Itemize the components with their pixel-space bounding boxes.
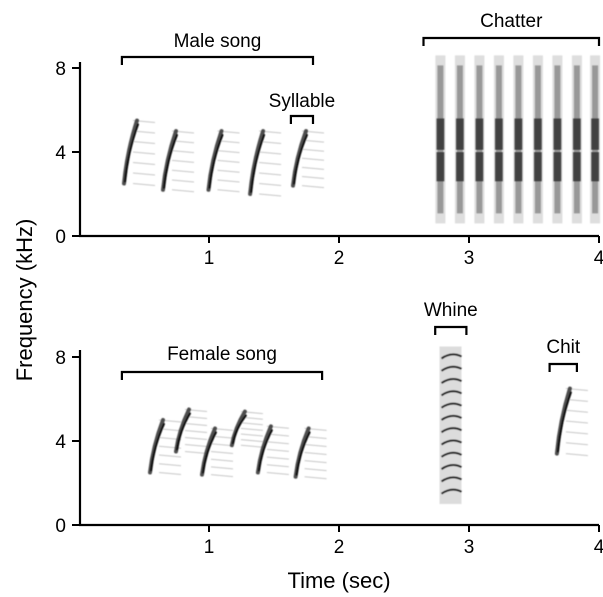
pulse-mark (435, 55, 446, 224)
y-axis-title: Frequency (kHz) (12, 219, 37, 382)
annotation-label: Whine (424, 300, 478, 321)
sweep-mark (148, 418, 182, 475)
annotation-label: Female song (167, 344, 277, 365)
whine-mark (439, 346, 462, 504)
y-tick-label: 0 (55, 227, 66, 248)
pulse-mark (493, 55, 504, 224)
x-tick-label: 4 (594, 248, 603, 269)
pulse-mark (552, 55, 563, 224)
bottom-spectrogram (148, 346, 588, 504)
pulse-mark (513, 55, 524, 224)
annotation-label: Male song (174, 31, 262, 52)
sweep-mark (291, 129, 325, 189)
annotation-bracket (289, 114, 315, 124)
x-tick-label: 2 (334, 248, 345, 269)
top-annotations: Male song Syllable Chatter (120, 11, 601, 124)
x-tick-label: 2 (334, 537, 345, 558)
sweep-mark (174, 407, 208, 454)
x-axis-title: Time (sec) (287, 568, 390, 593)
sweep-mark (122, 118, 156, 186)
annotation-label: Chatter (480, 11, 543, 32)
pulse-mark (590, 55, 601, 224)
annotation-bracket (434, 325, 468, 335)
annotation-label: Syllable (269, 91, 336, 112)
sweep-mark (255, 424, 289, 475)
annotation-bracket (422, 36, 601, 46)
y-tick-label: 4 (55, 432, 66, 453)
top-spectrogram (122, 55, 601, 224)
x-tick-label: 4 (594, 537, 603, 558)
sweep-mark (293, 426, 327, 480)
pulse-mark (454, 55, 465, 224)
annotation-bracket (548, 362, 578, 372)
y-tick-label: 4 (55, 143, 66, 164)
x-tick-label: 3 (464, 537, 475, 558)
annotation-bracket (120, 55, 315, 65)
sweep-mark (206, 129, 240, 193)
pulse-mark (532, 55, 543, 224)
x-tick-label: 1 (204, 537, 215, 558)
y-tick-label: 8 (55, 348, 66, 369)
x-tick-label: 3 (464, 248, 475, 269)
pulse-mark (571, 55, 582, 224)
annotation-label: Chit (546, 337, 581, 358)
x-tick-label: 1 (204, 248, 215, 269)
sweep-mark (554, 386, 588, 457)
bottom-annotations: Female song Whine Chit (120, 300, 581, 380)
y-tick-label: 0 (55, 516, 66, 537)
sweep-mark (200, 426, 234, 478)
y-tick-label: 8 (55, 59, 66, 80)
pulse-mark (474, 55, 485, 224)
sweep-mark (248, 129, 282, 197)
sweep-mark (161, 129, 195, 193)
annotation-bracket (120, 370, 324, 380)
sweep-mark (229, 409, 263, 448)
